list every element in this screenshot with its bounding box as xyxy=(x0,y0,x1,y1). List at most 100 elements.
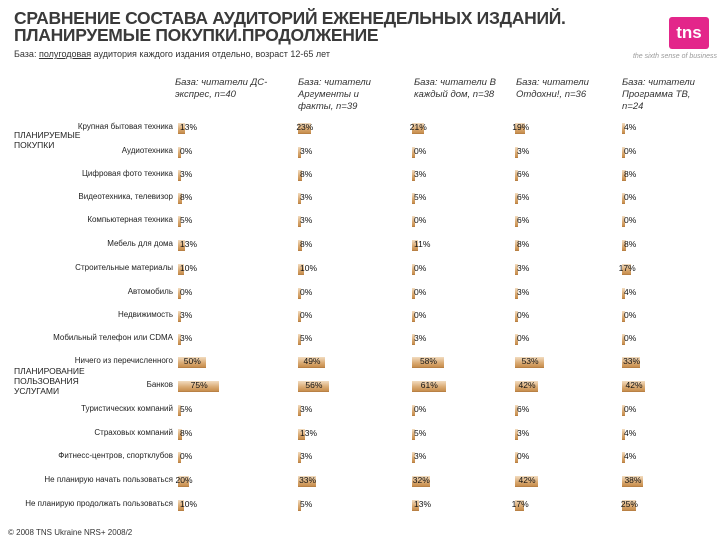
value-label-s4-c8: 0% xyxy=(624,310,637,320)
value-label-s0-c4: 5% xyxy=(180,215,193,225)
bar-s2-c12 xyxy=(412,405,415,416)
bar-s0-c4 xyxy=(178,216,181,227)
bar-s0-c5 xyxy=(178,240,186,251)
bar-s2-c10 xyxy=(412,357,444,368)
value-label-s1-c3: 3% xyxy=(300,192,313,202)
copyright-footer: © 2008 TNS Ukraine NRS+ 2008/2 xyxy=(8,528,133,537)
value-label-s3-c11: 42% xyxy=(518,380,536,390)
category-label-3: Видеотехника, телевизор xyxy=(78,192,173,201)
bar-s3-c14 xyxy=(515,452,518,463)
value-label-s1-c0: 23% xyxy=(296,122,314,132)
bar-s4-c12 xyxy=(622,405,625,416)
value-label-s4-c4: 0% xyxy=(624,215,637,225)
bar-s4-c1 xyxy=(622,147,625,158)
value-label-s2-c6: 0% xyxy=(414,263,427,273)
bar-s1-c0 xyxy=(298,123,311,134)
base-suffix: аудитория каждого издания отдельно, возр… xyxy=(91,49,330,59)
bar-s1-c8 xyxy=(298,311,301,322)
value-label-s4-c10: 33% xyxy=(623,356,641,366)
bar-s3-c3 xyxy=(515,193,519,204)
value-label-s0-c15: 20% xyxy=(175,475,193,485)
value-label-s4-c12: 0% xyxy=(624,404,637,414)
bar-s4-c0 xyxy=(622,123,625,134)
value-label-s2-c4: 0% xyxy=(414,215,427,225)
value-label-s2-c16: 13% xyxy=(414,499,432,509)
value-label-s4-c6: 17% xyxy=(618,263,636,273)
bar-s0-c3 xyxy=(178,193,183,204)
bar-s4-c2 xyxy=(622,170,627,181)
value-label-s0-c14: 0% xyxy=(180,451,193,461)
bar-s4-c5 xyxy=(622,240,627,251)
value-label-s3-c1: 3% xyxy=(517,146,530,156)
series-header-1: База: читатели Аргументы и факты, n=39 xyxy=(298,77,371,112)
value-label-s3-c16: 17% xyxy=(511,499,529,509)
value-label-s2-c5: 11% xyxy=(414,239,431,249)
bar-s3-c1 xyxy=(515,147,518,158)
bar-s1-c11 xyxy=(298,381,329,392)
bar-s2-c8 xyxy=(412,311,415,322)
value-label-s1-c1: 3% xyxy=(300,146,313,156)
value-label-s0-c5: 13% xyxy=(180,239,198,249)
bar-s4-c11 xyxy=(622,381,646,392)
group-label-0: ПЛАНИРУЕМЫЕ ПОКУПКИ xyxy=(14,130,81,150)
value-label-s4-c1: 0% xyxy=(624,146,637,156)
value-label-s4-c13: 4% xyxy=(624,428,637,438)
bar-s3-c13 xyxy=(515,429,518,440)
value-label-s1-c11: 56% xyxy=(305,380,323,390)
tns-logo: tns xyxy=(669,17,709,49)
value-label-s3-c6: 3% xyxy=(517,263,530,273)
value-label-s3-c4: 6% xyxy=(517,215,530,225)
category-label-15: Не планирую начать пользоваться xyxy=(44,475,173,484)
bar-s3-c6 xyxy=(515,264,518,275)
category-label-6: Строительные материалы xyxy=(75,263,173,272)
bar-s2-c5 xyxy=(412,240,419,251)
bar-s4-c15 xyxy=(622,476,643,487)
bar-s2-c7 xyxy=(412,288,415,299)
bar-s4-c9 xyxy=(622,334,625,345)
value-label-s1-c5: 8% xyxy=(300,239,313,249)
group-label-1: ПЛАНИРОВАНИЕ ПОЛЬЗОВАНИЯ УСЛУГАМИ xyxy=(14,366,85,396)
value-label-s1-c7: 0% xyxy=(300,287,313,297)
bar-s3-c8 xyxy=(515,311,518,322)
value-label-s0-c12: 5% xyxy=(180,404,193,414)
bar-s3-c2 xyxy=(515,170,519,181)
value-label-s2-c2: 3% xyxy=(414,169,427,179)
base-prefix: База: xyxy=(14,49,39,59)
bar-s4-c6 xyxy=(622,264,632,275)
value-label-s2-c8: 0% xyxy=(414,310,427,320)
bar-s4-c3 xyxy=(622,193,625,204)
value-label-s4-c11: 42% xyxy=(625,380,643,390)
bar-s0-c1 xyxy=(178,147,181,158)
value-label-s4-c3: 0% xyxy=(624,192,637,202)
value-label-s2-c14: 3% xyxy=(414,451,427,461)
value-label-s3-c10: 53% xyxy=(521,356,539,366)
category-label-0: Крупная бытовая техника xyxy=(77,122,173,131)
value-label-s0-c1: 0% xyxy=(180,146,193,156)
value-label-s1-c8: 0% xyxy=(300,310,313,320)
category-label-10: Ничего из перечисленного xyxy=(74,356,173,365)
value-label-s2-c13: 5% xyxy=(414,428,427,438)
value-label-s3-c9: 0% xyxy=(517,333,530,343)
value-label-s1-c6: 10% xyxy=(300,263,318,273)
bar-s4-c16 xyxy=(622,500,636,511)
series-header-3: База: читатели Отдохни!, n=36 xyxy=(516,77,589,100)
value-label-s1-c2: 8% xyxy=(300,169,313,179)
value-label-s2-c10: 58% xyxy=(419,356,437,366)
bar-s0-c14 xyxy=(178,452,181,463)
value-label-s0-c13: 8% xyxy=(180,428,193,438)
bar-s1-c10 xyxy=(298,357,325,368)
bar-s2-c11 xyxy=(412,381,446,392)
category-label-8: Недвижимость xyxy=(117,310,173,319)
value-label-s4-c5: 8% xyxy=(624,239,637,249)
value-label-s4-c0: 4% xyxy=(624,122,637,132)
bar-s4-c14 xyxy=(622,452,625,463)
bar-s0-c6 xyxy=(178,264,184,275)
category-label-1: Аудиотехника xyxy=(121,146,173,155)
value-label-s0-c16: 10% xyxy=(180,499,198,509)
bar-s1-c4 xyxy=(298,216,301,227)
bar-s4-c10 xyxy=(622,357,641,368)
value-label-s2-c0: 21% xyxy=(409,122,427,132)
bar-s0-c11 xyxy=(178,381,220,392)
bar-s2-c14 xyxy=(412,452,415,463)
bar-s0-c10 xyxy=(178,357,206,368)
